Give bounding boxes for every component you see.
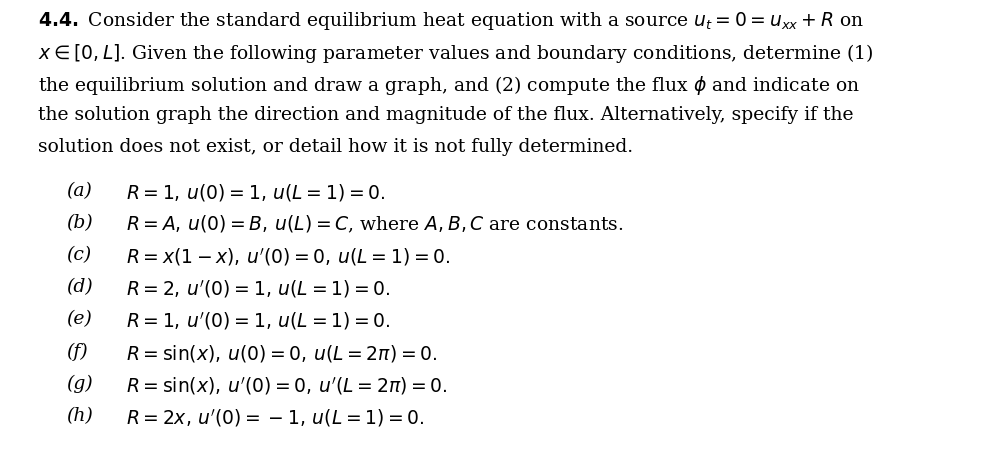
Text: $R = \sin(x),\, u(0) = 0,\, u(L = 2\pi) = 0.$: $R = \sin(x),\, u(0) = 0,\, u(L = 2\pi) … [126,343,436,363]
Text: $R = 2,\, u'(0) = 1,\, u(L = 1) = 0.$: $R = 2,\, u'(0) = 1,\, u(L = 1) = 0.$ [126,278,390,300]
Text: $R = 1,\, u(0) = 1,\, u(L = 1) = 0.$: $R = 1,\, u(0) = 1,\, u(L = 1) = 0.$ [126,182,385,203]
Text: the equilibrium solution and draw a graph, and (2) compute the flux $\phi$ and i: the equilibrium solution and draw a grap… [38,74,860,97]
Text: $\mathbf{4.4.}$ Consider the standard equilibrium heat equation with a source $u: $\mathbf{4.4.}$ Consider the standard eq… [38,10,864,32]
Text: (a): (a) [66,182,92,200]
Text: (b): (b) [66,214,93,232]
Text: (f): (f) [66,343,88,361]
Text: $R = x(1-x),\, u'(0) = 0,\, u(L = 1) = 0.$: $R = x(1-x),\, u'(0) = 0,\, u(L = 1) = 0… [126,246,450,268]
Text: (d): (d) [66,278,93,296]
Text: $x \in [0, L]$. Given the following parameter values and boundary conditions, de: $x \in [0, L]$. Given the following para… [38,42,874,65]
Text: (e): (e) [66,310,92,329]
Text: solution does not exist, or detail how it is not fully determined.: solution does not exist, or detail how i… [38,138,633,157]
Text: $R = 1,\, u'(0) = 1,\, u(L = 1) = 0.$: $R = 1,\, u'(0) = 1,\, u(L = 1) = 0.$ [126,310,390,332]
Text: the solution graph the direction and magnitude of the flux. Alternatively, speci: the solution graph the direction and mag… [38,106,854,124]
Text: $R = 2x,\, u'(0) = -1,\, u(L = 1) = 0.$: $R = 2x,\, u'(0) = -1,\, u(L = 1) = 0.$ [126,407,424,429]
Text: $R = A,\, u(0) = B,\, u(L) = C$, where $A, B, C$ are constants.: $R = A,\, u(0) = B,\, u(L) = C$, where $… [126,214,623,235]
Text: (g): (g) [66,375,93,393]
Text: (c): (c) [66,246,91,264]
Text: $R = \sin(x),\, u'(0) = 0,\, u'(L = 2\pi) = 0.$: $R = \sin(x),\, u'(0) = 0,\, u'(L = 2\pi… [126,375,447,397]
Text: (h): (h) [66,407,93,425]
